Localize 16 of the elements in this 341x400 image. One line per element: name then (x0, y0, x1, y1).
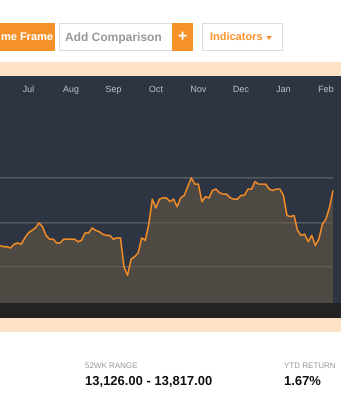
text: 1.67% (284, 373, 321, 388)
text: me Frame (1, 31, 53, 43)
x-tick-label: Jul (22, 84, 34, 94)
x-tick-label: Sep (105, 84, 122, 94)
text: Add Comparison (65, 30, 162, 44)
x-tick-label: Nov (190, 84, 207, 94)
x-tick-label: Oct (148, 84, 164, 94)
text: + (178, 28, 188, 45)
x-tick-label: Aug (62, 84, 79, 94)
text: Indicators (210, 31, 263, 43)
x-tick-label: Jan (276, 84, 291, 94)
text: 52WK RANGE (85, 361, 138, 370)
x-tick-label: Dec (232, 84, 250, 94)
text: YTD RETURN (284, 361, 336, 370)
text: 13,126.00 - 13,817.00 (85, 373, 212, 388)
x-tick-label: Feb (318, 84, 334, 94)
